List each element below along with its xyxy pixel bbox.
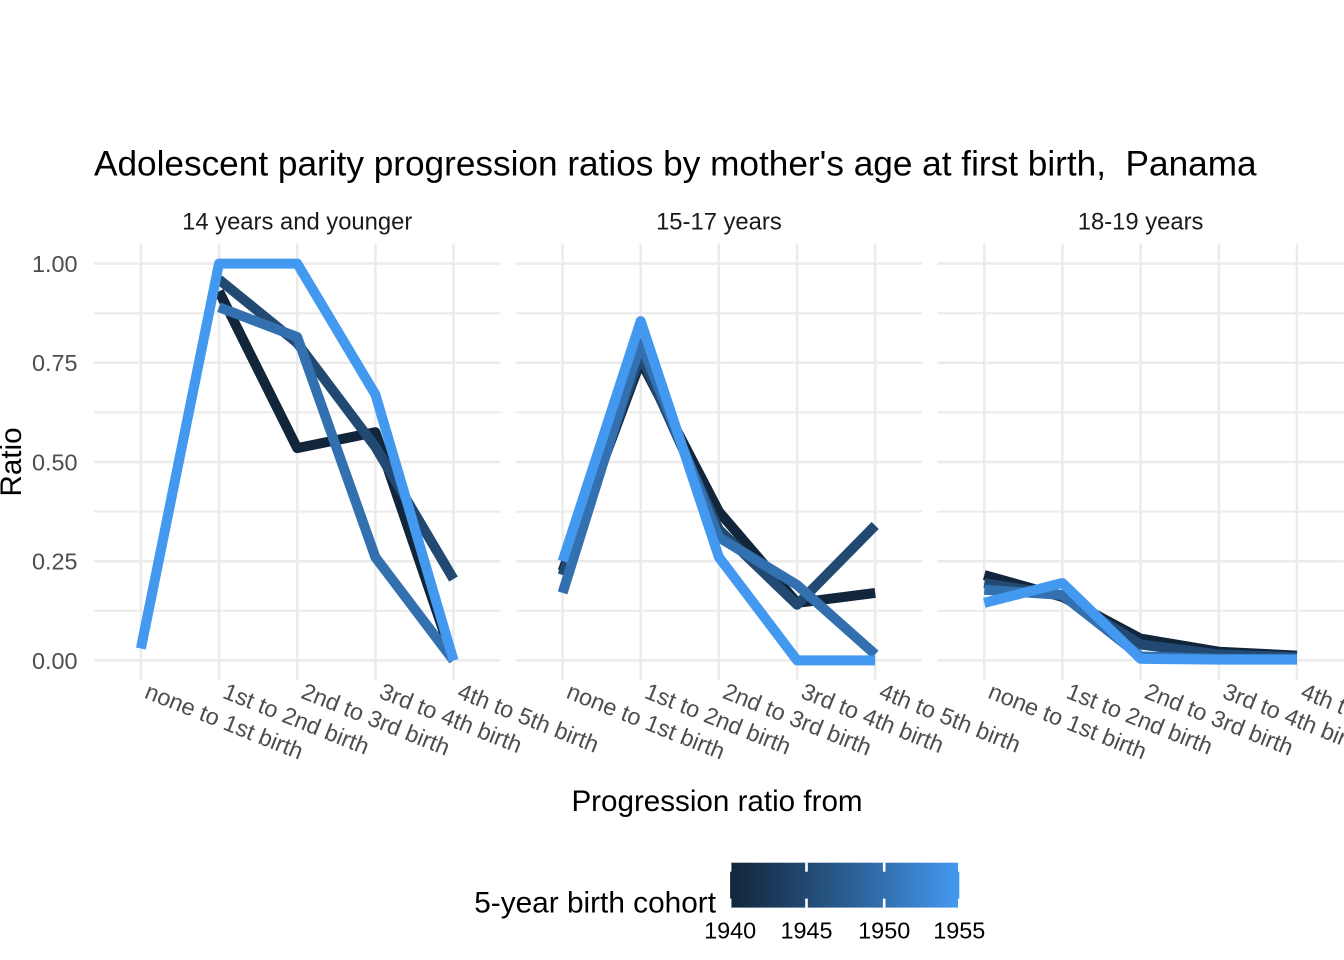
svg-text:Ratio: Ratio bbox=[0, 427, 28, 496]
svg-text:18-19 years: 18-19 years bbox=[1078, 209, 1204, 236]
svg-text:1945: 1945 bbox=[780, 918, 832, 944]
svg-text:0.25: 0.25 bbox=[32, 549, 78, 575]
svg-text:0.75: 0.75 bbox=[32, 350, 78, 376]
svg-text:14 years and younger: 14 years and younger bbox=[182, 209, 412, 236]
svg-text:0.00: 0.00 bbox=[32, 648, 78, 674]
svg-text:1950: 1950 bbox=[858, 918, 910, 944]
svg-text:15-17 years: 15-17 years bbox=[656, 209, 782, 236]
svg-text:1940: 1940 bbox=[704, 918, 756, 944]
svg-text:0.50: 0.50 bbox=[32, 449, 78, 475]
svg-text:1.00: 1.00 bbox=[32, 251, 78, 277]
svg-text:Adolescent parity progression: Adolescent parity progression ratios by … bbox=[94, 145, 1257, 184]
svg-text:Progression ratio from: Progression ratio from bbox=[571, 785, 862, 818]
svg-text:1955: 1955 bbox=[933, 918, 985, 944]
svg-text:5-year birth cohort: 5-year birth cohort bbox=[474, 886, 717, 919]
